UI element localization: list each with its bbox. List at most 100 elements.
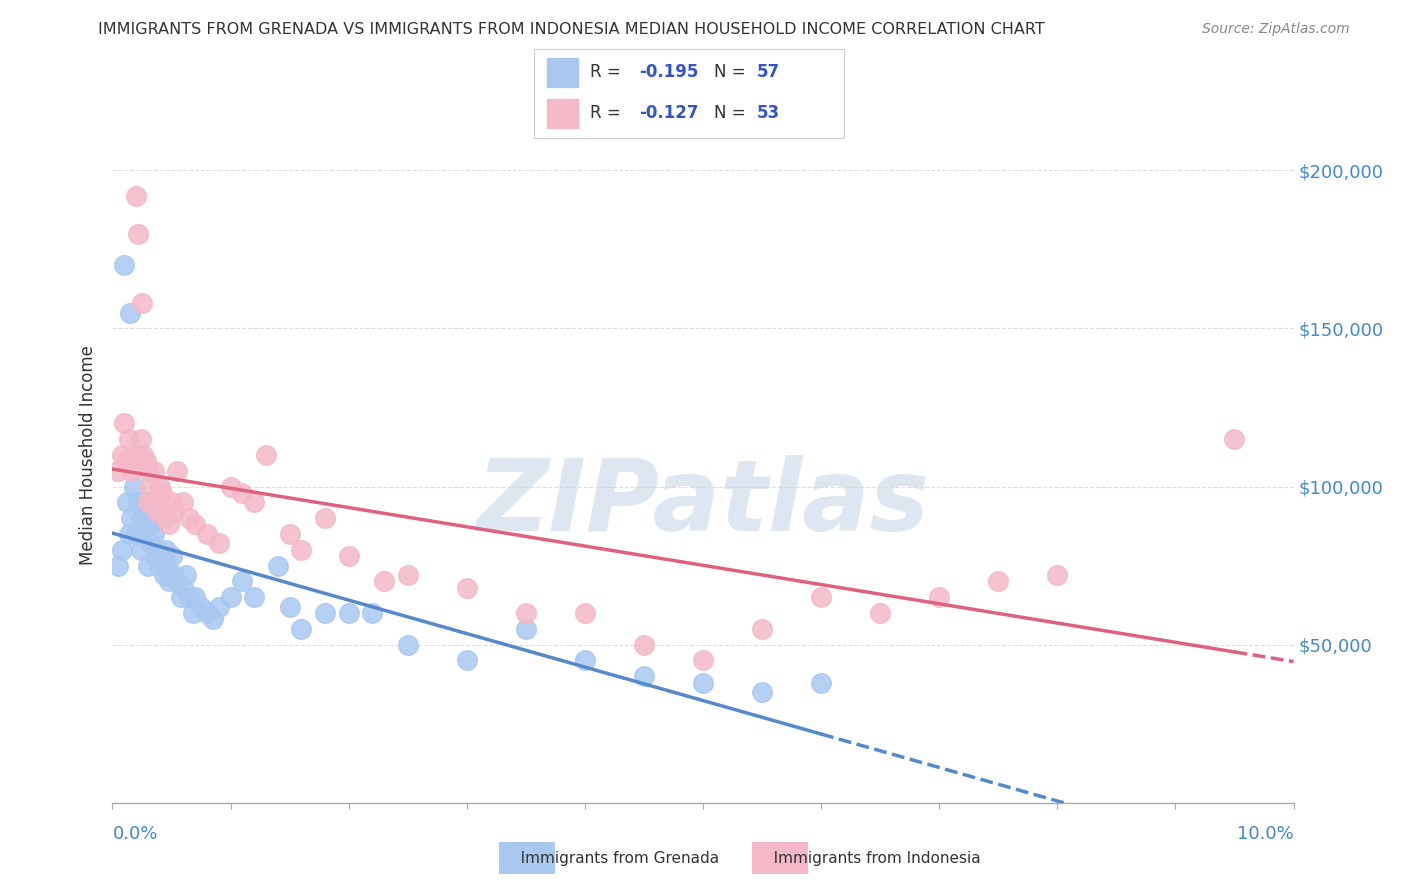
Point (278, 599, 301, 614)
Point (314, 511, 336, 525)
Point (174, 568, 197, 582)
Point (136, 511, 159, 525)
Point (515, 622, 537, 636)
Point (243, 591, 266, 605)
Point (208, 599, 231, 614)
Point (201, 612, 224, 626)
Point (692, 653, 714, 667)
Text: IMMIGRANTS FROM GRENADA VS IMMIGRANTS FROM INDONESIA MEDIAN HOUSEHOLD INCOME COR: IMMIGRANTS FROM GRENADA VS IMMIGRANTS FR… (98, 22, 1045, 37)
Point (111, 542, 134, 557)
Point (146, 542, 169, 557)
Text: 0.0%: 0.0% (112, 825, 157, 843)
Point (166, 464, 188, 478)
Text: Source: ZipAtlas.com: Source: ZipAtlas.com (1202, 22, 1350, 37)
Point (190, 599, 212, 614)
Point (337, 549, 360, 563)
Point (132, 448, 155, 462)
Point (156, 558, 179, 573)
Text: R =: R = (591, 104, 626, 122)
Point (869, 606, 891, 620)
Text: N =: N = (714, 104, 751, 122)
Point (1223, 432, 1246, 446)
Point (290, 622, 312, 636)
Text: 57: 57 (756, 63, 780, 81)
Text: R =: R = (591, 63, 626, 81)
Point (146, 505, 169, 519)
Point (131, 296, 153, 310)
Point (633, 669, 655, 683)
Point (574, 653, 596, 667)
Point (810, 591, 832, 605)
Point (160, 495, 183, 509)
Point (181, 606, 204, 620)
Point (692, 675, 714, 690)
Point (135, 495, 157, 509)
Point (107, 558, 129, 573)
Point (120, 464, 142, 478)
Point (122, 479, 145, 493)
Point (267, 558, 290, 573)
Point (155, 511, 177, 525)
Point (373, 574, 395, 589)
Point (142, 495, 165, 509)
Point (337, 606, 360, 620)
Point (150, 549, 173, 563)
Bar (547, 99, 578, 128)
Point (243, 495, 266, 509)
Point (122, 448, 145, 462)
Point (153, 568, 176, 582)
Point (184, 517, 207, 532)
Point (184, 591, 207, 605)
Point (208, 536, 231, 550)
Text: -0.127: -0.127 (640, 104, 699, 122)
Point (107, 464, 129, 478)
Point (118, 432, 141, 446)
Point (136, 464, 159, 478)
Point (142, 527, 165, 541)
Point (314, 606, 336, 620)
Point (987, 574, 1010, 589)
Point (127, 227, 149, 241)
Bar (547, 58, 578, 87)
Point (290, 542, 312, 557)
Point (219, 479, 242, 493)
Y-axis label: Median Household Income: Median Household Income (79, 345, 97, 565)
Point (115, 454, 138, 468)
Point (179, 591, 201, 605)
Point (456, 653, 478, 667)
Point (160, 549, 183, 563)
Point (139, 479, 162, 493)
Point (1046, 568, 1069, 582)
Point (157, 574, 180, 589)
Point (928, 591, 950, 605)
Point (172, 581, 194, 595)
Point (136, 495, 159, 509)
Point (118, 527, 141, 541)
Point (231, 486, 253, 500)
Point (111, 448, 134, 462)
Point (195, 527, 218, 541)
Point (219, 591, 242, 605)
Text: 53: 53 (756, 104, 780, 122)
Point (456, 581, 478, 595)
Point (810, 675, 832, 690)
Point (139, 517, 162, 532)
Point (396, 568, 419, 582)
Point (633, 638, 655, 652)
Point (150, 486, 173, 500)
Point (129, 542, 152, 557)
Point (574, 606, 596, 620)
Point (254, 448, 277, 462)
Point (163, 568, 186, 582)
Point (129, 432, 152, 446)
Point (170, 591, 193, 605)
Text: 10.0%: 10.0% (1237, 825, 1294, 843)
Point (166, 574, 188, 589)
Text: N =: N = (714, 63, 751, 81)
Point (143, 549, 166, 563)
Text: ZIPatlas: ZIPatlas (477, 455, 929, 552)
Point (149, 558, 172, 573)
Point (136, 558, 159, 573)
Point (112, 258, 135, 272)
Point (396, 638, 419, 652)
